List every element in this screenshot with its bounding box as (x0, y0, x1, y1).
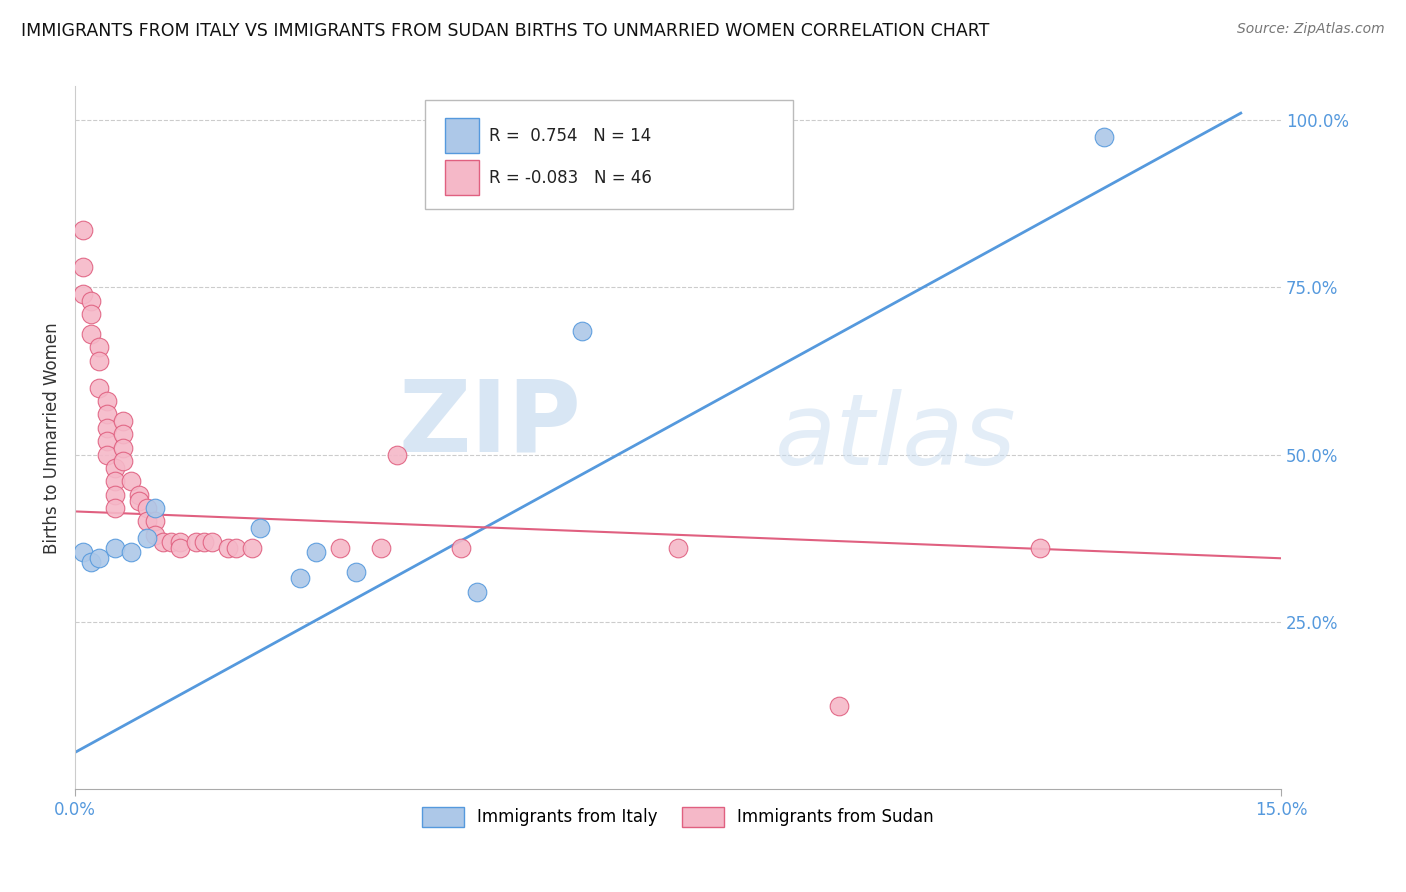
Point (120, 544, 142, 558)
Point (80, 555, 103, 569)
Point (104, 501, 127, 516)
Text: IMMIGRANTS FROM ITALY VS IMMIGRANTS FROM SUDAN BIRTHS TO UNMARRIED WOMEN CORRELA: IMMIGRANTS FROM ITALY VS IMMIGRANTS FROM… (21, 22, 990, 40)
Text: ZIP: ZIP (399, 376, 582, 472)
Point (112, 454, 135, 468)
Text: R =  0.754   N = 14: R = 0.754 N = 14 (489, 127, 651, 145)
Point (201, 534, 224, 549)
Point (89, 353, 111, 368)
Point (169, 534, 191, 549)
Point (96, 408, 118, 422)
Point (72, 544, 94, 558)
Point (288, 571, 311, 585)
Point (193, 534, 215, 549)
Y-axis label: Births to Unmarried Women: Births to Unmarried Women (44, 322, 60, 554)
Point (72, 260, 94, 274)
Point (89, 551, 111, 566)
Text: R = -0.083   N = 46: R = -0.083 N = 46 (489, 169, 651, 186)
Point (217, 541, 239, 556)
Point (104, 488, 127, 502)
Point (104, 475, 127, 489)
Point (450, 541, 472, 556)
FancyBboxPatch shape (446, 118, 479, 153)
Point (465, 584, 488, 599)
Text: atlas: atlas (775, 389, 1017, 486)
Point (329, 541, 352, 556)
Point (89, 381, 111, 395)
Point (145, 528, 167, 542)
Point (370, 541, 392, 556)
Point (249, 521, 271, 535)
Point (112, 441, 135, 455)
Point (96, 421, 118, 435)
Point (104, 541, 127, 556)
Point (120, 475, 142, 489)
Point (89, 340, 111, 354)
Point (80, 326, 103, 341)
Point (152, 534, 174, 549)
Point (169, 541, 191, 556)
Point (72, 223, 94, 237)
Point (136, 515, 159, 529)
Point (1029, 541, 1052, 556)
Point (160, 534, 183, 549)
FancyBboxPatch shape (425, 101, 793, 210)
Point (184, 534, 207, 549)
Point (1092, 129, 1115, 144)
Point (828, 698, 851, 713)
Point (72, 286, 94, 301)
FancyBboxPatch shape (446, 161, 479, 195)
Point (96, 394, 118, 409)
Point (136, 531, 159, 545)
Point (80, 293, 103, 308)
Point (112, 427, 135, 442)
Point (136, 501, 159, 516)
Point (96, 434, 118, 449)
Point (145, 515, 167, 529)
Point (96, 448, 118, 462)
Point (128, 488, 150, 502)
Point (305, 544, 328, 558)
Point (344, 565, 367, 579)
Point (385, 448, 408, 462)
Point (571, 324, 593, 338)
Point (225, 541, 247, 556)
Legend: Immigrants from Italy, Immigrants from Sudan: Immigrants from Italy, Immigrants from S… (415, 800, 941, 834)
Point (128, 494, 150, 508)
Point (145, 501, 167, 516)
Point (104, 461, 127, 475)
Point (666, 541, 689, 556)
Text: Source: ZipAtlas.com: Source: ZipAtlas.com (1237, 22, 1385, 37)
Point (240, 541, 263, 556)
Point (112, 414, 135, 428)
Point (80, 307, 103, 321)
